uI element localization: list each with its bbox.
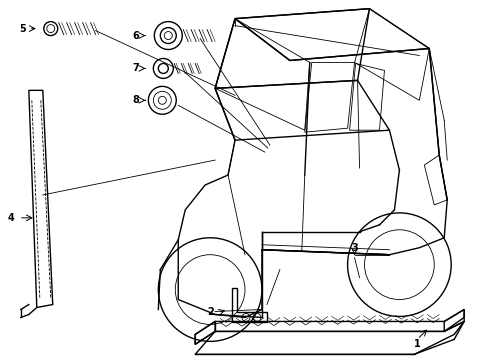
Text: 3: 3 [350,243,357,253]
Text: 6: 6 [132,31,139,41]
Text: 2: 2 [206,307,213,318]
Text: 1: 1 [413,339,420,349]
Text: 4: 4 [7,213,14,223]
Text: 8: 8 [132,95,139,105]
Text: 5: 5 [20,24,26,33]
Text: 7: 7 [132,63,139,73]
